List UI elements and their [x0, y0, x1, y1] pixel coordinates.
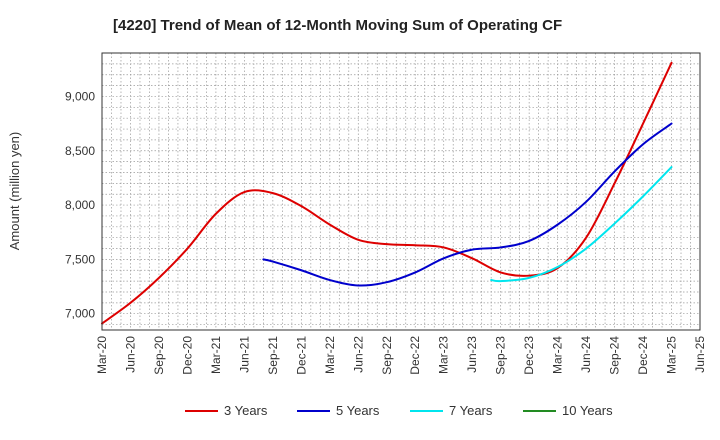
y-axis-ticks: 7,000 7,500 8,000 8,500 9,000	[65, 89, 95, 320]
x-tick-label: Mar-25	[665, 336, 679, 374]
x-tick-label: Sep-23	[494, 336, 508, 375]
legend-item-5-years: 5 Years	[297, 403, 380, 418]
legend-label: 3 Years	[224, 403, 268, 418]
y-tick-label: 9,000	[65, 89, 95, 103]
x-tick-label: Mar-21	[209, 336, 223, 374]
x-tick-label: Dec-21	[294, 336, 308, 375]
legend-item-10-years: 10 Years	[523, 403, 613, 418]
x-tick-label: Jun-21	[237, 336, 251, 373]
series-lines	[101, 61, 673, 325]
plot-area	[101, 52, 701, 331]
x-tick-label: Sep-24	[608, 336, 622, 375]
x-tick-label: Sep-21	[266, 336, 280, 375]
legend-label: 7 Years	[449, 403, 493, 418]
legend: 3 Years 5 Years 7 Years 10 Years	[185, 403, 613, 418]
series-line-5-years	[262, 122, 673, 287]
legend-label: 5 Years	[336, 403, 380, 418]
y-axis-title: Amount (million yen)	[7, 132, 22, 251]
y-tick-label: 8,000	[65, 198, 95, 212]
legend-item-7-years: 7 Years	[410, 403, 493, 418]
x-axis-ticks: Mar-20 Jun-20 Sep-20 Dec-20 Mar-21 Jun-21 Sep-…	[95, 336, 707, 375]
x-tick-label: Sep-22	[380, 336, 394, 375]
legend-item-3-years: 3 Years	[185, 403, 268, 418]
y-tick-label: 7,500	[65, 252, 95, 266]
x-tick-label: Jun-24	[579, 336, 593, 373]
x-tick-label: Jun-23	[465, 336, 479, 373]
series-line-3-years	[101, 61, 673, 325]
x-tick-label: Mar-20	[95, 336, 109, 374]
x-tick-label: Dec-20	[180, 336, 194, 375]
y-tick-label: 8,500	[65, 144, 95, 158]
x-tick-label: Jun-20	[123, 336, 137, 373]
x-tick-label: Mar-22	[323, 336, 337, 374]
x-tick-label: Jun-25	[693, 336, 707, 373]
x-tick-label: Jun-22	[351, 336, 365, 373]
y-tick-label: 7,000	[65, 307, 95, 321]
x-tick-label: Dec-23	[522, 336, 536, 375]
chart-title: [4220] Trend of Mean of 12-Month Moving …	[113, 17, 562, 34]
legend-label: 10 Years	[562, 403, 613, 418]
x-tick-label: Mar-24	[551, 336, 565, 374]
x-tick-label: Sep-20	[152, 336, 166, 375]
x-tick-label: Dec-24	[636, 336, 650, 375]
grid	[102, 53, 700, 330]
x-tick-label: Dec-22	[408, 336, 422, 375]
x-tick-label: Mar-23	[437, 336, 451, 374]
series-line-7-years	[490, 166, 673, 283]
